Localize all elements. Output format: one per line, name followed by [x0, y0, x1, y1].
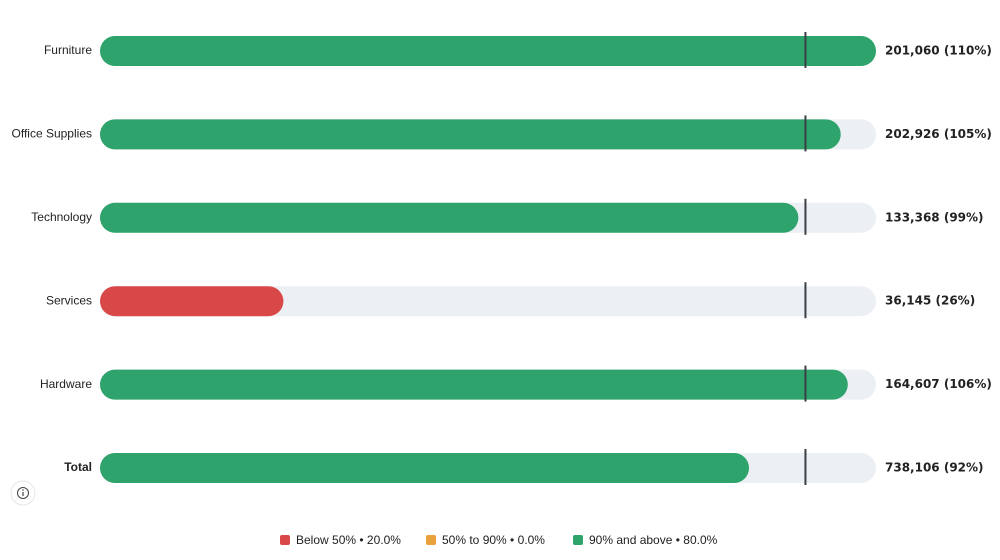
legend-swatch — [280, 535, 290, 545]
category-label: Furniture — [44, 43, 92, 57]
category-label: Total — [64, 460, 92, 474]
bar — [100, 36, 876, 66]
track — [100, 286, 876, 317]
info-button[interactable] — [10, 480, 36, 506]
legend-label: Below 50% • 20.0% — [296, 533, 401, 547]
value-label: 133,368 (99%) — [885, 210, 984, 224]
value-label: 201,060 (110%) — [885, 44, 992, 58]
value-label: 164,607 (106%) — [885, 377, 992, 391]
category-label: Services — [46, 293, 92, 307]
value-label: 36,145 (26%) — [885, 294, 975, 308]
bar — [100, 453, 750, 483]
value-label: 738,106 (92%) — [885, 461, 984, 475]
category-label: Office Supplies — [12, 127, 93, 141]
legend-swatch — [573, 535, 583, 545]
legend-label: 50% to 90% • 0.0% — [442, 533, 545, 547]
category-label: Technology — [31, 210, 92, 224]
bar — [100, 119, 841, 150]
legend-swatch — [426, 535, 436, 545]
value-label: 202,926 (105%) — [885, 127, 992, 141]
info-icon — [17, 487, 29, 499]
legend-label: 90% and above • 80.0% — [589, 533, 718, 547]
category-label: Hardware — [40, 377, 92, 391]
bar — [100, 369, 848, 400]
info-icon — [22, 489, 24, 491]
bar — [100, 286, 284, 317]
bar — [100, 202, 799, 233]
